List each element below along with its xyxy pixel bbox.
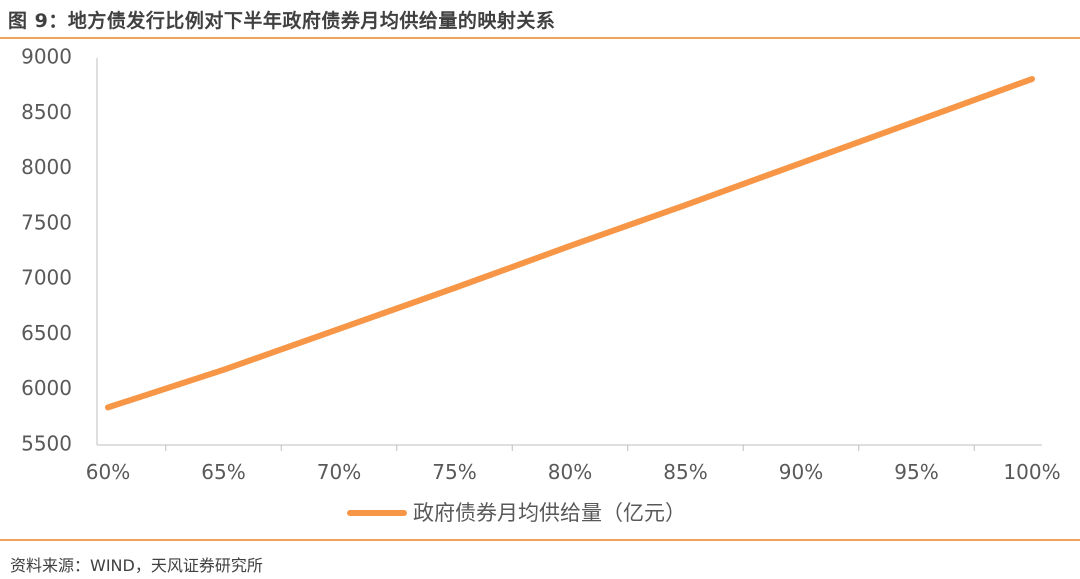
footer-divider (0, 539, 1080, 541)
x-tick-label: 70% (317, 460, 361, 484)
y-tick-label: 5500 (21, 432, 72, 456)
title-divider (0, 37, 1080, 39)
x-tick-label: 95% (894, 460, 938, 484)
x-tick-label: 90% (779, 460, 823, 484)
x-tick-label: 100% (1003, 460, 1060, 484)
x-axis-ticks (165, 445, 975, 451)
x-tick-label: 65% (201, 460, 245, 484)
x-axis-tick-labels: 60% 65% 70% 75% 80% 85% 90% 95% 100% (86, 460, 1061, 484)
x-tick-label: 60% (86, 460, 130, 484)
y-tick-label: 6500 (21, 321, 72, 345)
legend: 政府债券月均供给量（亿元） (347, 501, 686, 525)
x-tick-label: 85% (663, 460, 707, 484)
legend-label: 政府债券月均供给量（亿元） (413, 501, 686, 525)
y-tick-label: 6000 (21, 376, 72, 400)
y-axis-tick-labels: 9000 8500 8000 7500 7000 6500 6000 5500 (21, 45, 72, 456)
series-line (105, 76, 1035, 411)
y-tick-label: 7500 (21, 210, 72, 234)
source-note: 资料来源：WIND，天风证券研究所 (10, 556, 263, 575)
x-tick-label: 80% (548, 460, 592, 484)
x-tick-label: 75% (432, 460, 476, 484)
y-tick-label: 8500 (21, 100, 72, 124)
y-tick-label: 9000 (21, 45, 72, 69)
figure-title: 图 9：地方债发行比例对下半年政府债券月均供给量的映射关系 (8, 10, 556, 32)
y-tick-label: 7000 (21, 266, 72, 290)
line-chart: 9000 8500 8000 7500 7000 6500 6000 5500 60% 65% 7… (21, 45, 1061, 526)
y-tick-label: 8000 (21, 155, 72, 179)
